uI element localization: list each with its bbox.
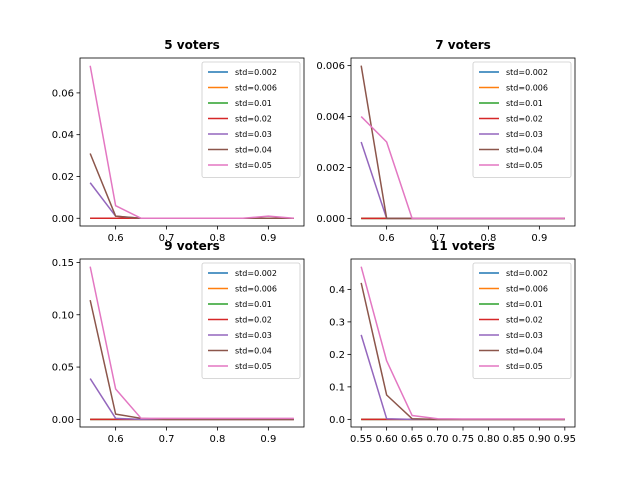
x-tick-label: 0.60 (376, 434, 398, 445)
legend-label: std=0.01 (235, 99, 272, 108)
legend-label: std=0.002 (235, 68, 277, 77)
y-tick-label: 0.02 (52, 172, 74, 183)
legend-box (472, 262, 572, 379)
y-tick-label: 0.05 (52, 363, 74, 374)
x-tick-label: 0.80 (477, 434, 499, 445)
chart-title: 5 voters (164, 38, 220, 52)
plot-area (360, 266, 565, 421)
axes-frame (79, 258, 305, 428)
legend: std=0.002 std=0.006 std=0.01 std=0.02 std=0.… (472, 262, 572, 379)
legend-label: std=0.006 (506, 84, 548, 93)
x-tick-label: 0.6 (108, 233, 124, 244)
y-tick-label: 0.0 (329, 415, 345, 426)
legend-label: std=0.02 (235, 316, 272, 325)
subplot-0: 5 voters 0.6 0.7 0.8 0.9 0.00 0.02 0.04 0.06 std=… (52, 38, 305, 244)
x-tick-label: 0.8 (210, 434, 226, 445)
x-tick-label: 0.85 (503, 434, 525, 445)
y-tick-label: 0.00 (52, 214, 74, 225)
chart-title: 11 voters (431, 239, 495, 253)
x-tick-label: 0.95 (554, 434, 576, 445)
legend: std=0.002 std=0.006 std=0.01 std=0.02 std=0.… (201, 61, 301, 178)
legend-label: std=0.05 (506, 161, 543, 170)
x-tick-label: 0.8 (481, 233, 497, 244)
y-tick-label: 0.006 (316, 61, 345, 72)
y-tick-label: 0.04 (52, 130, 74, 141)
series-line-std-0-05 (89, 266, 294, 420)
x-tick-label: 0.55 (350, 434, 372, 445)
series-line-std-0-04 (89, 299, 294, 421)
y-tick-label: 0.3 (329, 317, 345, 328)
chart-title: 9 voters (164, 239, 220, 253)
x-tick-label: 0.9 (260, 434, 276, 445)
y-tick-label: 0.2 (329, 350, 345, 361)
legend-label: std=0.002 (506, 269, 548, 278)
legend-label: std=0.006 (235, 84, 277, 93)
x-tick-label: 0.90 (528, 434, 550, 445)
x-tick-label: 0.9 (260, 233, 276, 244)
legend-label: std=0.006 (235, 285, 277, 294)
plot-area (89, 65, 294, 220)
y-tick-label: 0.06 (52, 88, 74, 99)
x-tick-label: 0.9 (531, 233, 547, 244)
x-tick-label: 0.65 (401, 434, 423, 445)
y-tick-label: 0.15 (52, 258, 74, 269)
x-tick-label: 0.70 (426, 434, 448, 445)
plot-area (360, 65, 565, 220)
legend-label: std=0.05 (506, 362, 543, 371)
legend-label: std=0.03 (235, 130, 272, 139)
y-tick-label: 0.002 (316, 163, 345, 174)
legend-label: std=0.05 (235, 161, 272, 170)
axes-frame (79, 57, 305, 227)
subplot-2: 9 voters 0.6 0.7 0.8 0.9 0.00 0.05 0.10 0.15 std=… (52, 239, 305, 445)
series-line-std-0-05 (89, 65, 294, 220)
series-line-std-0-05 (360, 116, 565, 220)
y-tick-label: 0.00 (52, 415, 74, 426)
legend-label: std=0.03 (235, 331, 272, 340)
legend-label: std=0.02 (235, 115, 272, 124)
legend-label: std=0.04 (506, 146, 543, 155)
x-tick-label: 0.75 (452, 434, 474, 445)
legend: std=0.002 std=0.006 std=0.01 std=0.02 std=0.… (472, 61, 572, 178)
x-tick-label: 0.8 (210, 233, 226, 244)
legend-label: std=0.03 (506, 331, 543, 340)
y-tick-label: 0.4 (329, 285, 345, 296)
x-tick-label: 0.6 (379, 233, 395, 244)
legend-label: std=0.002 (506, 68, 548, 77)
axes-frame (350, 57, 576, 227)
legend-label: std=0.04 (506, 347, 543, 356)
y-tick-label: 0.000 (316, 214, 345, 225)
y-tick-label: 0.1 (329, 382, 345, 393)
legend-label: std=0.002 (235, 269, 277, 278)
legend-label: std=0.006 (506, 285, 548, 294)
x-tick-label: 0.6 (108, 434, 124, 445)
legend-box (201, 61, 301, 178)
x-tick-label: 0.7 (159, 434, 175, 445)
legend-label: std=0.01 (506, 300, 543, 309)
series-line-std-0-03 (89, 182, 294, 220)
series-line-std-0-05 (360, 266, 565, 420)
x-tick-label: 0.7 (159, 233, 175, 244)
chart-title: 7 voters (435, 38, 491, 52)
legend-label: std=0.04 (235, 146, 272, 155)
y-tick-label: 0.004 (316, 112, 345, 123)
legend-label: std=0.03 (506, 130, 543, 139)
legend-label: std=0.01 (235, 300, 272, 309)
legend-label: std=0.01 (506, 99, 543, 108)
subplot-1: 7 voters 0.6 0.7 0.8 0.9 0.000 0.002 0.004 0.006… (316, 38, 576, 244)
legend-label: std=0.05 (235, 362, 272, 371)
y-tick-label: 0.10 (52, 310, 74, 321)
plot-area (89, 266, 294, 421)
x-tick-label: 0.7 (430, 233, 446, 244)
legend-label: std=0.04 (235, 347, 272, 356)
legend-label: std=0.02 (506, 316, 543, 325)
legend-label: std=0.02 (506, 115, 543, 124)
series-line-std-0-03 (89, 378, 294, 421)
legend: std=0.002 std=0.006 std=0.01 std=0.02 std=0.… (201, 262, 301, 379)
legend-box (472, 61, 572, 178)
legend-box (201, 262, 301, 379)
